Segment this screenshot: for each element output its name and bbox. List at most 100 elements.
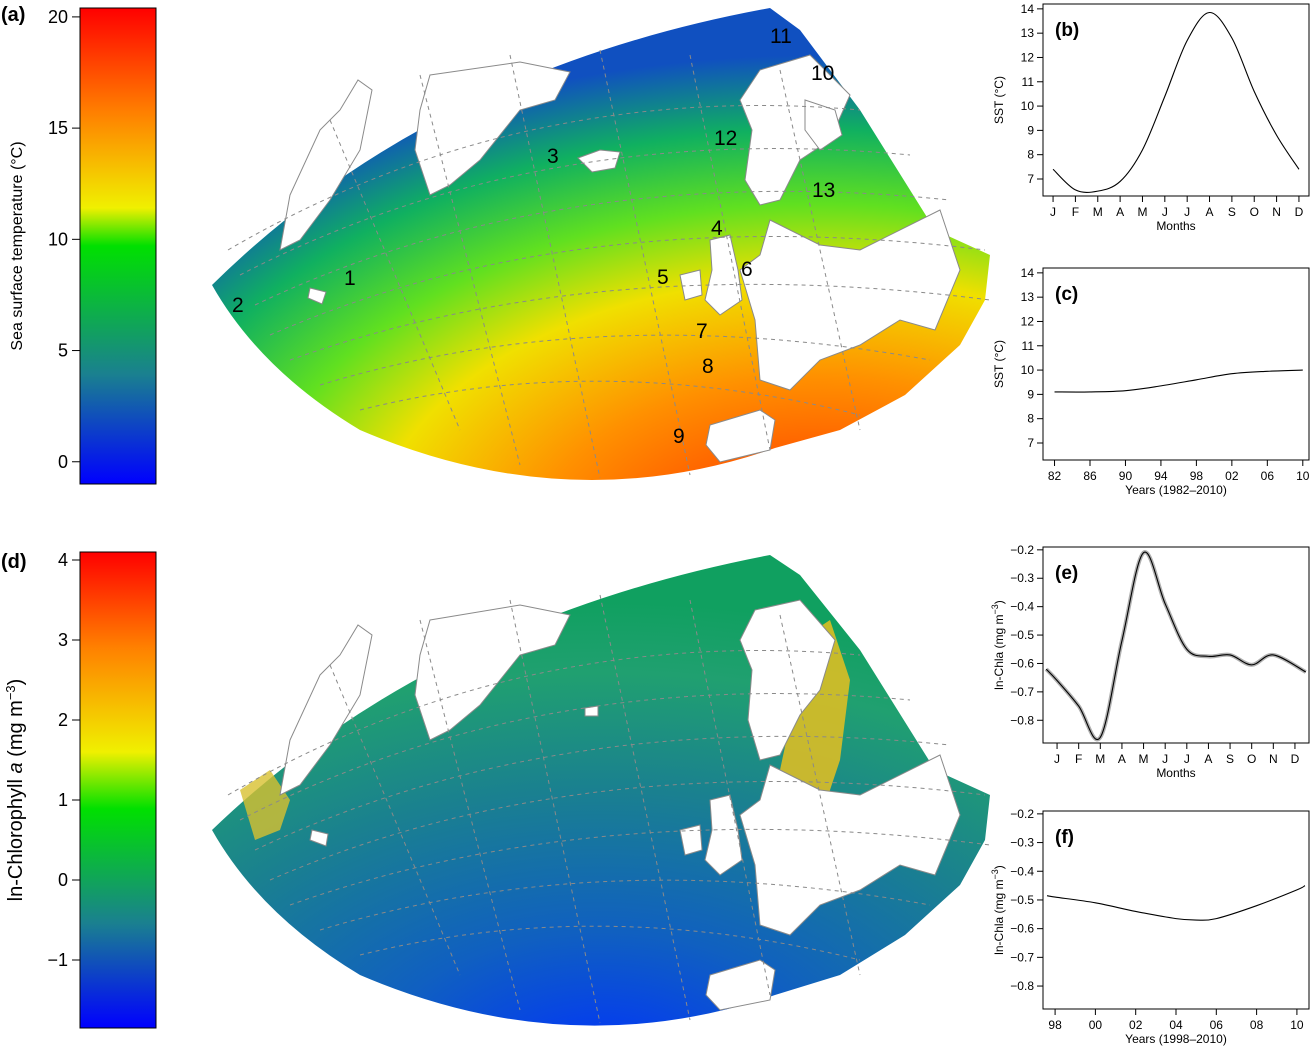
x-axis-label: Months — [1156, 219, 1195, 233]
region-label-2: 2 — [232, 294, 244, 317]
y-tick-label: 12 — [1021, 50, 1035, 64]
y-tick-label: 10 — [1021, 363, 1035, 377]
panel-label-a: (a) — [1, 4, 25, 26]
x-tick-label: O — [1247, 752, 1256, 766]
x-tick-label: M — [1137, 205, 1147, 219]
region-label-11: 11 — [770, 25, 792, 48]
x-tick-label: 82 — [1048, 469, 1062, 483]
colorbar-tick-label: 0 — [58, 870, 68, 890]
x-tick-label: D — [1291, 752, 1300, 766]
y-tick-label: −0.4 — [1010, 864, 1034, 878]
x-tick-label: A — [1116, 205, 1124, 219]
x-tick-label: 86 — [1083, 469, 1097, 483]
x-tick-label: 10 — [1296, 469, 1310, 483]
y-tick-label: 14 — [1021, 266, 1035, 280]
y-tick-label: −0.5 — [1010, 893, 1034, 907]
x-tick-label: 00 — [1089, 1018, 1103, 1032]
x-tick-label: 06 — [1210, 1018, 1224, 1032]
region-label-13: 13 — [812, 179, 835, 202]
plot-frame — [1043, 4, 1309, 196]
x-tick-label: J — [1184, 205, 1190, 219]
x-tick-label: J — [1050, 205, 1056, 219]
x-tick-label: S — [1228, 205, 1236, 219]
region-label-5: 5 — [657, 266, 669, 289]
y-axis-label: ln-Chla (mg m−3) — [990, 865, 1006, 955]
x-tick-label: A — [1118, 752, 1126, 766]
y-tick-label: 7 — [1027, 436, 1034, 450]
y-tick-label: 9 — [1027, 387, 1034, 401]
colorbar-tick-label: 20 — [48, 7, 68, 27]
confidence-band — [1046, 552, 1306, 739]
x-tick-label: 10 — [1290, 1018, 1304, 1032]
plot-frame — [1043, 268, 1309, 460]
y-tick-label: −0.8 — [1010, 713, 1034, 727]
x-axis-label: Months — [1156, 766, 1195, 780]
x-tick-label: 08 — [1250, 1018, 1264, 1032]
colorbar-tick-label: 3 — [58, 630, 68, 650]
x-tick-label: 06 — [1261, 469, 1275, 483]
land-iceland-d — [585, 706, 598, 716]
panel-label-d: (d) — [1, 551, 27, 573]
x-tick-label: F — [1072, 205, 1079, 219]
plot-frame — [1043, 811, 1309, 1009]
y-tick-label: −0.2 — [1010, 807, 1034, 821]
colorbar-tick-label: 5 — [58, 341, 68, 361]
colorbar-tick-label: −1 — [47, 950, 68, 970]
y-tick-label: 13 — [1021, 26, 1035, 40]
series-line — [1053, 12, 1299, 192]
colorbar-tick-label: 15 — [48, 118, 68, 138]
y-axis-label: ln-Chla (mg m−3) — [990, 600, 1006, 690]
colorbar-chl-label: ln-Chlorophyll a (mg m−3) — [3, 679, 27, 902]
region-label-1: 1 — [344, 267, 356, 290]
chl-map — [212, 555, 990, 1026]
y-tick-label: −0.5 — [1010, 628, 1034, 642]
x-tick-label: D — [1295, 205, 1304, 219]
x-axis-label: Years (1982–2010) — [1125, 483, 1227, 497]
panel-label-c: (c) — [1055, 284, 1078, 305]
region-label-3: 3 — [547, 145, 559, 168]
x-tick-label: N — [1269, 752, 1278, 766]
panel-label-e: (e) — [1055, 563, 1078, 584]
colorbar-chl-ramp — [80, 552, 156, 1028]
colorbar-tick-label: 4 — [58, 550, 68, 570]
x-tick-label: J — [1162, 752, 1168, 766]
series-line — [1047, 886, 1305, 921]
x-axis-label: Years (1998–2010) — [1125, 1032, 1227, 1046]
y-axis-label: SST (°C) — [992, 340, 1006, 388]
y-tick-label: 8 — [1027, 412, 1034, 426]
x-tick-label: 02 — [1129, 1018, 1143, 1032]
x-tick-label: O — [1250, 205, 1259, 219]
y-tick-label: −0.7 — [1010, 950, 1034, 964]
x-tick-label: J — [1184, 752, 1190, 766]
x-tick-label: 02 — [1225, 469, 1239, 483]
y-tick-label: −0.4 — [1010, 600, 1034, 614]
region-label-7: 7 — [696, 320, 708, 343]
y-tick-label: 7 — [1027, 172, 1034, 186]
region-label-12: 12 — [714, 127, 737, 150]
x-tick-label: A — [1204, 752, 1212, 766]
y-tick-label: −0.6 — [1010, 656, 1034, 670]
x-tick-label: J — [1162, 205, 1168, 219]
y-tick-label: 12 — [1021, 314, 1035, 328]
x-tick-label: 98 — [1048, 1018, 1062, 1032]
sst-map: 1 2 3 4 5 6 7 8 9 10 11 12 13 — [212, 8, 990, 480]
y-tick-label: −0.3 — [1010, 836, 1034, 850]
y-axis-label: SST (°C) — [992, 76, 1006, 124]
x-tick-label: F — [1075, 752, 1082, 766]
region-label-8: 8 — [702, 355, 714, 378]
colorbar-sst-ramp — [80, 8, 156, 484]
y-tick-label: 14 — [1021, 2, 1035, 16]
x-tick-label: 98 — [1190, 469, 1204, 483]
x-tick-label: 90 — [1119, 469, 1133, 483]
region-label-6: 6 — [741, 258, 753, 281]
y-tick-label: 13 — [1021, 290, 1035, 304]
y-tick-label: −0.6 — [1010, 922, 1034, 936]
x-tick-label: S — [1226, 752, 1234, 766]
